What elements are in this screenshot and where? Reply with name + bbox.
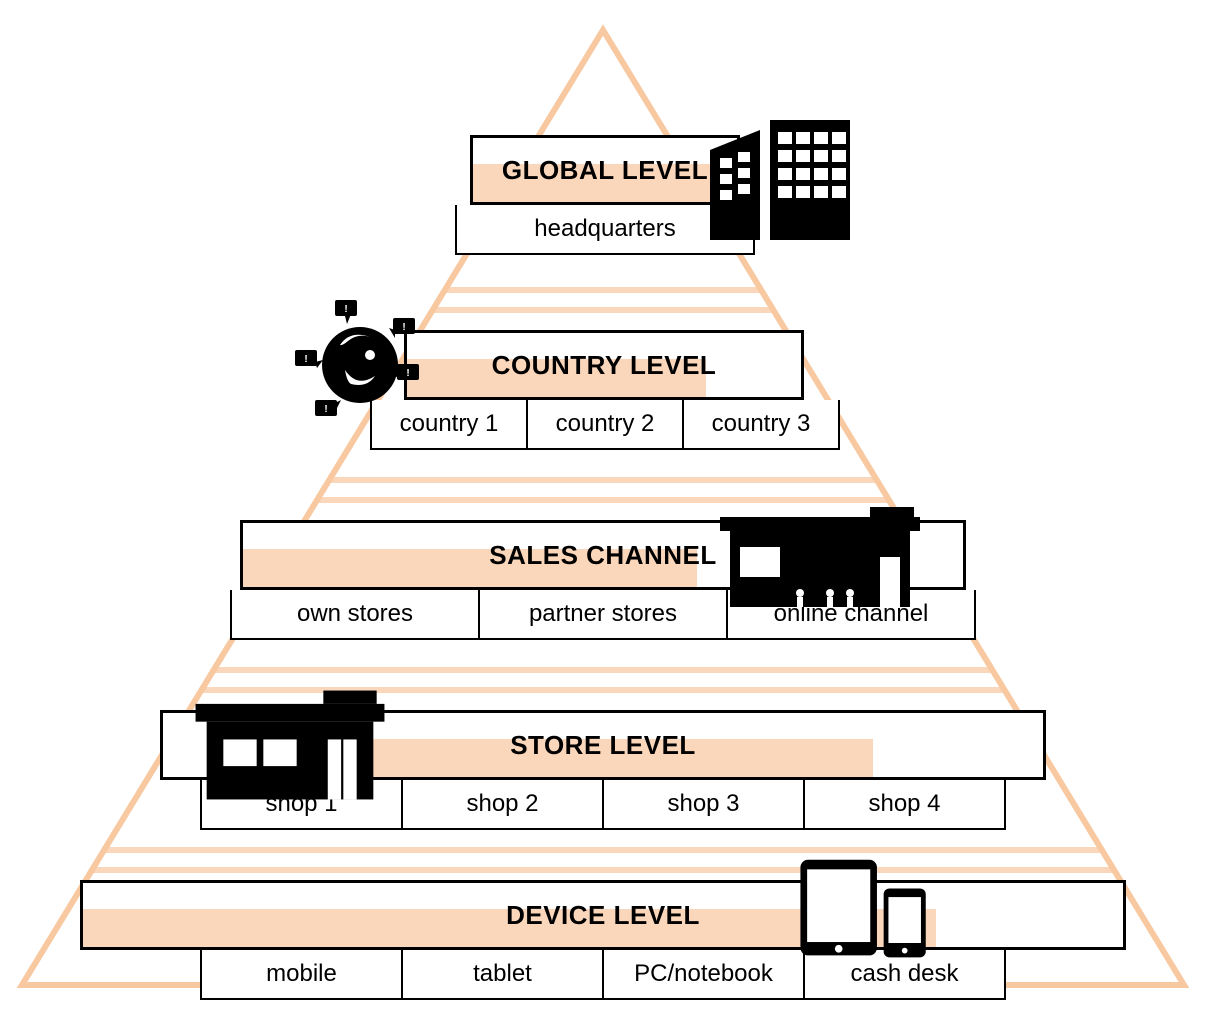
item-global-0: headquarters [457,205,753,253]
level-title-sales: SALES CHANNEL [477,540,729,571]
pyramid-diagram: GLOBAL LEVEL headquarters COUNTRY LEVEL cou… [0,0,1206,1029]
level-items-sales: own storespartner storesonline channel [230,590,976,640]
item-device-0: mobile [202,950,401,998]
level-sales: SALES CHANNEL [240,520,966,590]
item-country-1: country 2 [526,400,682,448]
item-store-3: shop 4 [803,780,1004,828]
item-device-3: cash desk [803,950,1004,998]
items-row: headquarters [455,205,755,255]
level-title-box-country: COUNTRY LEVEL [404,330,804,400]
level-title-box-global: GLOBAL LEVEL [470,135,740,205]
level-title-store: STORE LEVEL [498,730,708,761]
item-sales-0: own stores [232,590,478,638]
level-title-box-store: STORE LEVEL [160,710,1046,780]
item-device-2: PC/notebook [602,950,803,998]
item-country-2: country 3 [682,400,838,448]
item-sales-1: partner stores [478,590,726,638]
level-device: DEVICE LEVEL [80,880,1126,950]
level-title-device: DEVICE LEVEL [494,900,712,931]
level-store: STORE LEVEL [160,710,1046,780]
level-items-country: country 1country 2country 3 [370,400,840,450]
items-row: own storespartner storesonline channel [230,590,976,640]
item-store-2: shop 3 [602,780,803,828]
item-device-1: tablet [401,950,602,998]
level-title-global: GLOBAL LEVEL [490,155,720,186]
items-row: country 1country 2country 3 [370,400,840,450]
item-sales-2: online channel [726,590,974,638]
level-country: COUNTRY LEVEL [404,330,804,400]
level-title-box-sales: SALES CHANNEL [240,520,966,590]
level-items-store: shop 1shop 2shop 3shop 4 [200,780,1006,830]
level-title-country: COUNTRY LEVEL [480,350,729,381]
item-store-0: shop 1 [202,780,401,828]
level-global: GLOBAL LEVEL [470,135,740,205]
level-items-device: mobiletabletPC/notebookcash desk [200,950,1006,1000]
level-title-box-device: DEVICE LEVEL [80,880,1126,950]
item-store-1: shop 2 [401,780,602,828]
level-items-global: headquarters [455,205,755,255]
items-row: shop 1shop 2shop 3shop 4 [200,780,1006,830]
item-country-0: country 1 [372,400,526,448]
items-row: mobiletabletPC/notebookcash desk [200,950,1006,1000]
